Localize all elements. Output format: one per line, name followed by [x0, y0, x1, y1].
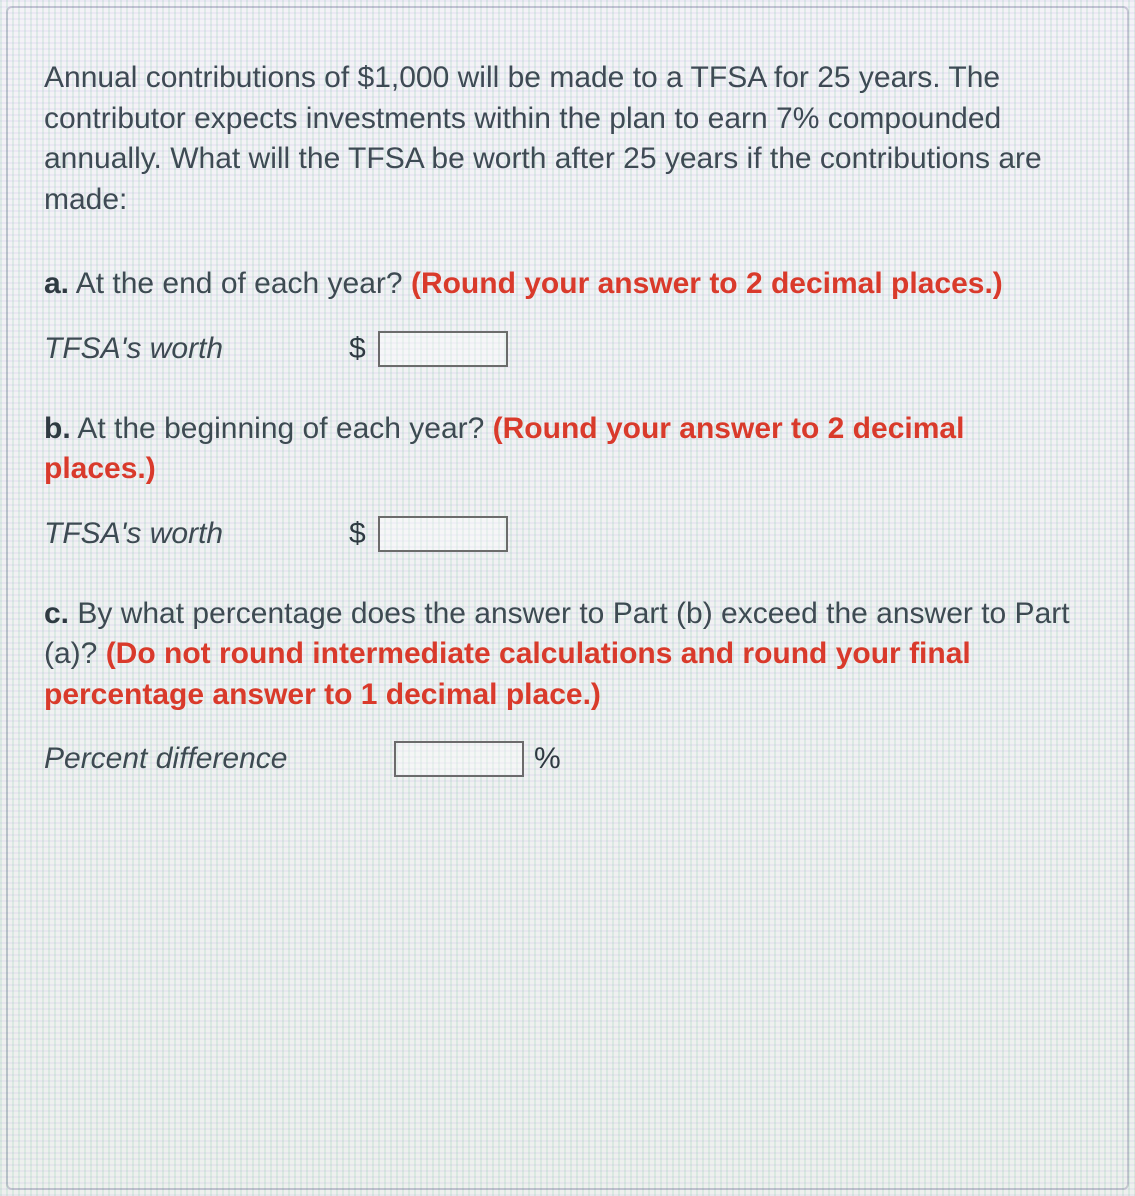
part-a-hint: (Round your answer to 2 decimal places.) [411, 267, 1003, 300]
part-b-label: b. [44, 412, 71, 445]
part-b-input[interactable] [378, 516, 508, 552]
part-a-answer-row: TFSA's worth $ [44, 331, 1091, 367]
part-a-prompt: a. At the end of each year? (Round your … [44, 264, 1084, 305]
part-c-label: c. [44, 597, 69, 630]
part-b-prompt: b. At the beginning of each year? (Round… [44, 409, 1084, 490]
part-b-answer-row: TFSA's worth $ [44, 516, 1091, 552]
part-b-text: At the beginning of each year? [71, 412, 493, 445]
percent-sign-icon: % [534, 742, 561, 776]
part-a-answer-label: TFSA's worth [44, 332, 349, 366]
dollar-sign-icon: $ [349, 517, 366, 551]
part-c-answer-label: Percent difference [44, 742, 394, 776]
part-c-input[interactable] [394, 741, 524, 777]
part-a-text: At the end of each year? [69, 267, 411, 300]
dollar-sign-icon: $ [349, 332, 366, 366]
part-c-hint: (Do not round intermediate calculations … [44, 637, 971, 711]
part-a-label: a. [44, 267, 69, 300]
part-b-answer-label: TFSA's worth [44, 517, 349, 551]
problem-intro: Annual contributions of $1,000 will be m… [44, 58, 1074, 220]
part-c-prompt: c. By what percentage does the answer to… [44, 594, 1084, 716]
part-a-input[interactable] [378, 331, 508, 367]
part-c-answer-row: Percent difference % [44, 741, 1091, 777]
